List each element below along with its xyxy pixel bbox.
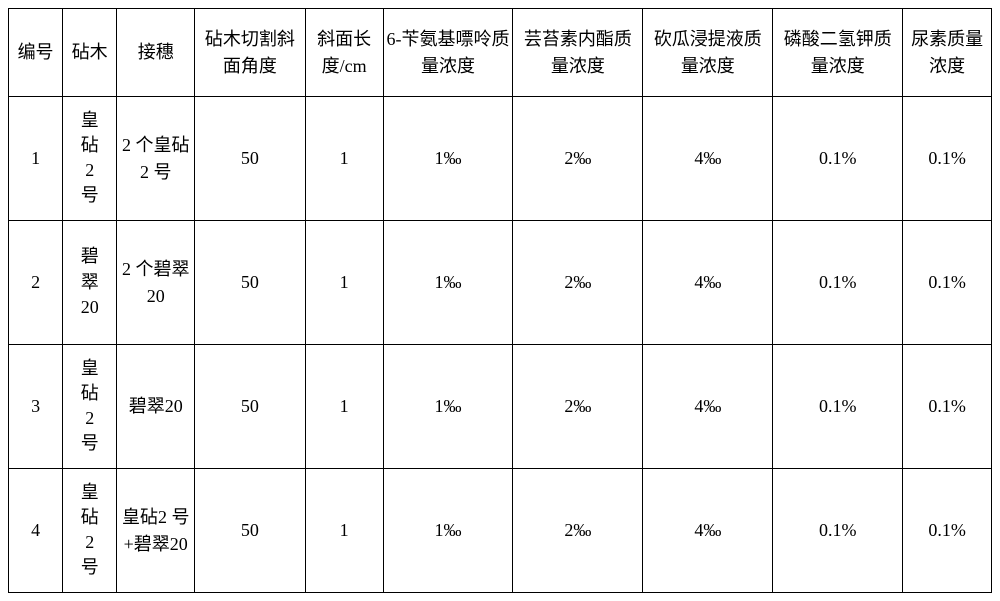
header-angle: 砧木切割斜面角度 xyxy=(195,9,305,97)
table-header-row: 编号 砧木 接穗 砧木切割斜面角度 斜面长度/cm 6-苄氨基嘌呤质量浓度 芸苔… xyxy=(9,9,992,97)
grafting-experiment-table: 编号 砧木 接穗 砧木切割斜面角度 斜面长度/cm 6-苄氨基嘌呤质量浓度 芸苔… xyxy=(8,8,992,593)
cell-extract: 4‰ xyxy=(643,221,773,345)
cell-angle: 50 xyxy=(195,97,305,221)
cell-rootstock: 皇砧2号 xyxy=(63,345,117,469)
cell-brassinolide: 2‰ xyxy=(513,345,643,469)
cell-rootstock: 皇砧2号 xyxy=(63,97,117,221)
cell-id: 2 xyxy=(9,221,63,345)
header-urea: 尿素质量浓度 xyxy=(903,9,992,97)
cell-length: 1 xyxy=(305,221,383,345)
cell-brassinolide: 2‰ xyxy=(513,469,643,593)
cell-kh2po4: 0.1% xyxy=(773,345,903,469)
header-bap: 6-苄氨基嘌呤质量浓度 xyxy=(383,9,513,97)
cell-scion: 皇砧2 号+碧翠20 xyxy=(117,469,195,593)
table-row: 3 皇砧2号 碧翠20 50 1 1‰ 2‰ 4‰ 0.1% 0.1% xyxy=(9,345,992,469)
cell-urea: 0.1% xyxy=(903,469,992,593)
cell-rootstock: 碧翠20 xyxy=(63,221,117,345)
header-scion: 接穗 xyxy=(117,9,195,97)
cell-kh2po4: 0.1% xyxy=(773,221,903,345)
cell-extract: 4‰ xyxy=(643,345,773,469)
cell-brassinolide: 2‰ xyxy=(513,97,643,221)
cell-extract: 4‰ xyxy=(643,97,773,221)
cell-urea: 0.1% xyxy=(903,345,992,469)
cell-rootstock: 皇砧2号 xyxy=(63,469,117,593)
cell-urea: 0.1% xyxy=(903,221,992,345)
table-row: 1 皇砧2号 2 个皇砧2 号 50 1 1‰ 2‰ 4‰ 0.1% 0.1% xyxy=(9,97,992,221)
cell-angle: 50 xyxy=(195,469,305,593)
cell-scion: 2 个皇砧2 号 xyxy=(117,97,195,221)
cell-angle: 50 xyxy=(195,221,305,345)
header-id: 编号 xyxy=(9,9,63,97)
cell-bap: 1‰ xyxy=(383,221,513,345)
cell-bap: 1‰ xyxy=(383,345,513,469)
table-row: 4 皇砧2号 皇砧2 号+碧翠20 50 1 1‰ 2‰ 4‰ 0.1% 0.1… xyxy=(9,469,992,593)
cell-id: 3 xyxy=(9,345,63,469)
cell-brassinolide: 2‰ xyxy=(513,221,643,345)
cell-bap: 1‰ xyxy=(383,469,513,593)
cell-kh2po4: 0.1% xyxy=(773,469,903,593)
cell-urea: 0.1% xyxy=(903,97,992,221)
header-brassinolide: 芸苔素内酯质量浓度 xyxy=(513,9,643,97)
header-length: 斜面长度/cm xyxy=(305,9,383,97)
cell-length: 1 xyxy=(305,345,383,469)
cell-length: 1 xyxy=(305,97,383,221)
cell-id: 1 xyxy=(9,97,63,221)
header-extract: 砍瓜浸提液质量浓度 xyxy=(643,9,773,97)
cell-kh2po4: 0.1% xyxy=(773,97,903,221)
cell-scion: 碧翠20 xyxy=(117,345,195,469)
header-kh2po4: 磷酸二氢钾质量浓度 xyxy=(773,9,903,97)
cell-angle: 50 xyxy=(195,345,305,469)
header-rootstock: 砧木 xyxy=(63,9,117,97)
cell-id: 4 xyxy=(9,469,63,593)
cell-bap: 1‰ xyxy=(383,97,513,221)
table-row: 2 碧翠20 2 个碧翠20 50 1 1‰ 2‰ 4‰ 0.1% 0.1% xyxy=(9,221,992,345)
cell-length: 1 xyxy=(305,469,383,593)
cell-extract: 4‰ xyxy=(643,469,773,593)
cell-scion: 2 个碧翠20 xyxy=(117,221,195,345)
